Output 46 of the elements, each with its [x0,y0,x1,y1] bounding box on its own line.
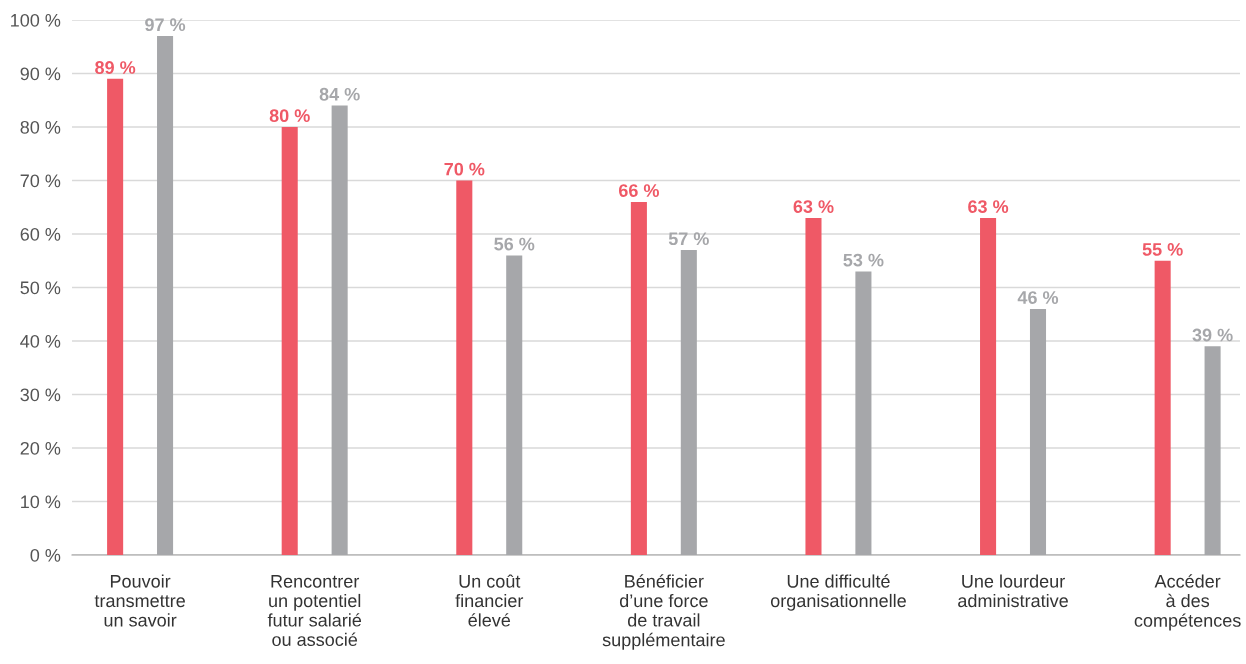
x-tick-label: Bénéficier d’une force de travail supplémentaire [602,574,725,650]
bar [805,217,822,555]
x-tick-label: Une lourdeur administrative [958,574,1068,608]
x-tick-label: Un coût financier élevé [455,574,524,627]
bar [157,36,174,555]
bar [281,127,298,555]
data-label: 56 % [494,237,535,251]
data-label: 89 % [95,61,136,74]
y-tick-label: 40 % [20,334,61,348]
y-tick-label: 70 % [20,174,61,188]
y-tick-label: 10 % [21,495,61,509]
data-label: 63 % [968,200,1009,214]
data-label: 57 % [668,232,709,246]
bar [107,78,124,555]
data-label: 97 % [145,18,186,32]
bar [630,201,647,555]
bar [1154,260,1171,555]
x-tick-label: Une difficulté organisationnelle [770,574,906,611]
bar [980,217,997,555]
y-tick-label: 60 % [20,227,61,241]
y-tick-label: 50 % [20,281,61,295]
bar [1204,346,1221,555]
y-tick-label: 0 % [30,548,61,562]
bar [456,180,473,555]
y-tick-label: 100 % [11,13,61,27]
bar [506,255,523,555]
data-label: 63 % [793,200,834,214]
y-tick-label: 80 % [20,120,61,134]
data-label: 46 % [1017,291,1059,304]
y-tick-label: 30 % [20,388,61,402]
y-tick-label: 90 % [20,67,61,81]
x-tick-label: Pouvoir transmettre un savoir [94,574,185,627]
data-label: 80 % [269,109,310,123]
data-label: 53 % [843,253,884,267]
data-label: 55 % [1142,243,1183,256]
bar [855,271,872,555]
data-label: 66 % [618,184,659,197]
y-tick-label: 20 % [20,441,61,455]
x-tick-label: Rencontrer un potentiel futur salarié ou associé [267,575,362,647]
bar [331,105,348,555]
data-label: 70 % [444,162,485,176]
data-label: 39 % [1192,328,1233,342]
x-tick-label: Accéder à des compétences [1134,574,1241,631]
data-label: 84 % [319,87,360,101]
bar [680,250,697,555]
bar [1029,308,1047,555]
